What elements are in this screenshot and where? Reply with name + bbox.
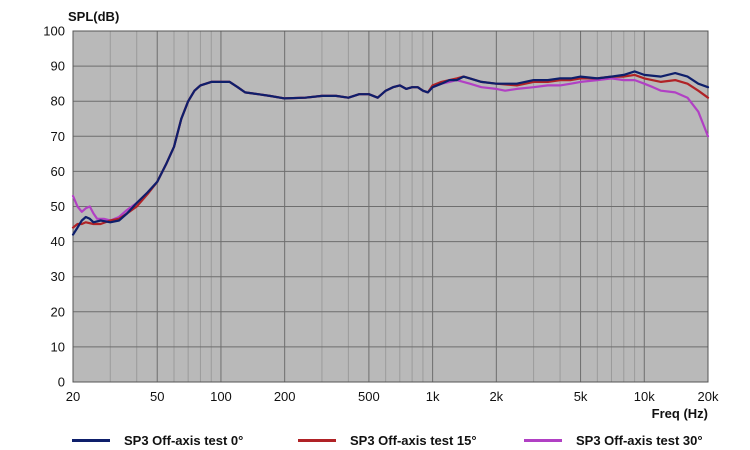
y-tick-label: 100 [43,24,65,39]
legend-item-15deg: SP3 Off-axis test 15° [298,430,477,450]
y-tick-label: 0 [58,375,65,390]
series-line-0 [71,70,710,236]
y-tick-label: 50 [51,199,65,214]
y-tick-label: 60 [51,164,65,179]
x-tick-label: 100 [210,389,232,404]
x-axis-title: Freq (Hz) [652,406,708,421]
legend-label-15deg: SP3 Off-axis test 15° [350,432,477,448]
x-tick-label: 2k [489,389,503,404]
major-gridlines [72,30,709,383]
x-tick-label: 20k [698,389,719,404]
legend-swatch-0deg [72,438,110,442]
y-tick-label: 70 [51,129,65,144]
legend-swatch-30deg [524,438,562,442]
legend-item-0deg: SP3 Off-axis test 0° [72,430,243,450]
x-tick-label: 5k [574,389,588,404]
plot-border [72,30,709,383]
legend-label-0deg: SP3 Off-axis test 0° [124,432,244,448]
x-tick-label: 10k [634,389,655,404]
legend-swatch-15deg [298,438,336,442]
y-axis: 0 10 20 30 40 50 60 70 80 90 100 [43,24,65,390]
y-tick-label: 90 [51,59,65,74]
x-tick-label: 200 [274,389,296,404]
x-tick-label: 500 [358,389,380,404]
legend-label-30deg: SP3 Off-axis test 30° [576,432,703,448]
y-tick-label: 80 [51,94,65,109]
series-layer [71,70,710,236]
x-tick-label: 50 [150,389,164,404]
legend-item-30deg: SP3 Off-axis test 30° [524,430,703,450]
x-axis: 20 50 100 200 500 1k 2k 5k 10k 20k [66,389,719,404]
y-axis-title: SPL(dB) [68,9,119,24]
y-tick-label: 30 [51,269,65,284]
x-tick-label: 1k [426,389,440,404]
legend: SP3 Off-axis test 0° SP3 Off-axis test 1… [0,430,750,450]
y-tick-label: 40 [51,234,65,249]
y-tick-label: 10 [51,339,65,354]
x-tick-label: 20 [66,389,80,404]
y-tick-label: 20 [51,304,65,319]
